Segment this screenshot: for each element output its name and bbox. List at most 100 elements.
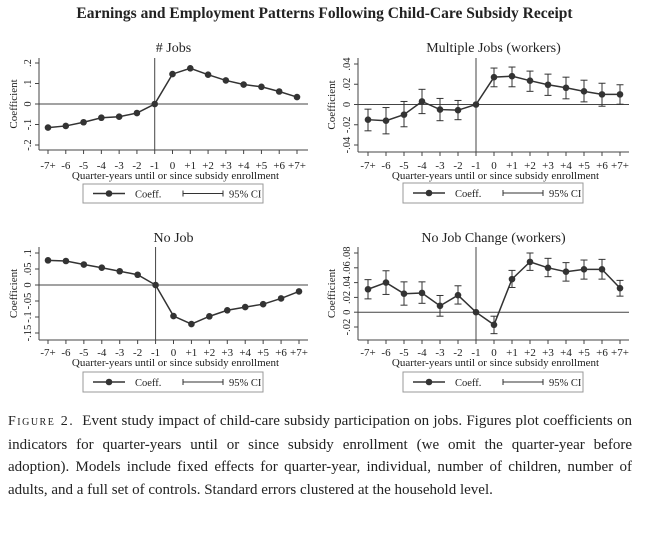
x-tick-label: -3 (435, 160, 445, 172)
y-axis-label: Coefficient (326, 269, 338, 318)
x-tick-label: -2 (132, 160, 141, 172)
coefficient-point (275, 88, 283, 95)
y-axis-label: Coefficient (326, 80, 338, 129)
x-tick-label: +5 (256, 160, 268, 172)
x-tick-label: -7+ (360, 347, 375, 359)
y-tick-label: .08 (342, 246, 353, 259)
coefficient-point (186, 65, 194, 72)
x-tick-label: +4 (560, 160, 572, 172)
coefficient-point (508, 72, 516, 80)
legend-coef-label: Coeff. (135, 378, 161, 389)
chart-panel-no-job-change: No Job Change (workers) -.02 0 .02 .04.06 .08… (326, 231, 629, 393)
y-tick-label: .1 (23, 80, 34, 88)
x-tick-label: -2 (133, 347, 142, 359)
legend-coef-marker (425, 378, 433, 386)
x-tick-label: -1 (471, 347, 480, 359)
coefficient-point (204, 71, 212, 78)
x-tick-label: +4 (560, 347, 572, 359)
x-tick-label: +7+ (288, 160, 306, 172)
x-tick-label: -5 (399, 160, 409, 172)
x-tick-label: +3 (542, 347, 554, 359)
coefficient-point (562, 84, 570, 92)
panel-title: # Jobs (156, 41, 191, 56)
legend-box (82, 371, 264, 393)
coefficient-point (490, 73, 498, 81)
y-tick-label: -.15 (23, 325, 34, 342)
coefficient-point (295, 288, 303, 295)
x-tick-label: +2 (202, 160, 214, 172)
coefficient-point (418, 289, 426, 297)
coefficient-point (116, 267, 124, 275)
legend-ci-label: 95% CI (229, 378, 262, 389)
panel-title: No Job (153, 231, 193, 246)
coefficient-point (400, 111, 408, 118)
x-tick-label: -5 (399, 347, 409, 359)
x-tick-label: -4 (97, 160, 107, 172)
coefficient-point (259, 300, 267, 308)
x-tick-label: +7+ (290, 347, 308, 359)
legend-box (402, 371, 584, 393)
figure-title: Earnings and Employment Patterns Followi… (76, 5, 573, 22)
y-tick-label: 0 (23, 101, 34, 106)
x-tick-label: +6 (275, 347, 287, 359)
legend-coef-marker (105, 378, 113, 386)
y-tick-label: .04 (342, 275, 353, 289)
y-tick-label: .06 (342, 261, 353, 274)
x-tick-label: +4 (238, 160, 250, 172)
coefficient-point (62, 122, 70, 130)
y-axis-label: Coefficient (8, 269, 20, 318)
coefficient-point (98, 114, 105, 122)
x-tick-label: +3 (542, 160, 554, 172)
y-tick-label: -.1 (23, 119, 34, 130)
coefficient-point (490, 321, 498, 329)
x-tick-label: -3 (115, 347, 125, 359)
y-tick-label: 0 (342, 310, 353, 315)
x-tick-label: -6 (61, 160, 71, 172)
x-axis-label: Quarter-years until or since subsidy enr… (392, 357, 599, 369)
x-tick-label: -4 (417, 347, 427, 359)
coefficient-point (526, 258, 534, 266)
coefficient-point (115, 113, 123, 121)
coefficient-point (206, 313, 213, 320)
coefficient-point (152, 281, 159, 289)
x-tick-label: +2 (524, 160, 536, 172)
x-tick-label: -4 (97, 347, 107, 359)
x-tick-label: +1 (184, 160, 196, 172)
x-tick-label: +2 (203, 347, 215, 359)
figure-caption: Figure 2. Event study impact of child-car… (8, 410, 632, 501)
coefficient-point (454, 291, 462, 299)
x-tick-label: +5 (578, 160, 590, 172)
x-tick-label: +6 (596, 160, 608, 172)
x-axis-label: Quarter-years until or since subsidy enr… (72, 170, 279, 182)
y-tick-label: -.1 (23, 311, 34, 322)
coefficient-point (580, 266, 588, 273)
legend-ci-label: 95% CI (229, 190, 262, 201)
legend-coef-label: Coeff. (455, 378, 481, 389)
x-tick-label: -6 (381, 160, 391, 172)
legend-ci-label: 95% CI (549, 189, 582, 200)
panel-title: Multiple Jobs (workers) (426, 41, 561, 56)
coefficient-point (436, 106, 444, 113)
coefficient-point (544, 264, 552, 272)
x-tick-label: -7+ (40, 347, 55, 359)
x-axis-label: Quarter-years until or since subsidy enr… (392, 170, 599, 182)
y-tick-label: -.02 (342, 319, 353, 336)
coefficient-point (598, 266, 606, 273)
coefficient-point (616, 284, 624, 292)
x-tick-label: +7+ (611, 347, 629, 359)
y-tick-label: -.02 (342, 116, 353, 133)
legend-coef-label: Coeff. (135, 190, 161, 201)
y-tick-label: -.04 (342, 136, 353, 153)
coefficient-point (62, 257, 70, 265)
x-tick-label: +5 (257, 347, 269, 359)
coefficient-point (544, 81, 552, 89)
x-axis-label: Quarter-years until or since subsidy enr… (72, 357, 279, 369)
x-tick-label: -3 (115, 160, 125, 172)
legend-coef-marker (105, 190, 113, 197)
coefficient-point (454, 106, 462, 114)
x-tick-label: 0 (491, 347, 497, 359)
coefficient-point (508, 275, 516, 283)
x-tick-label: +7+ (611, 160, 629, 172)
